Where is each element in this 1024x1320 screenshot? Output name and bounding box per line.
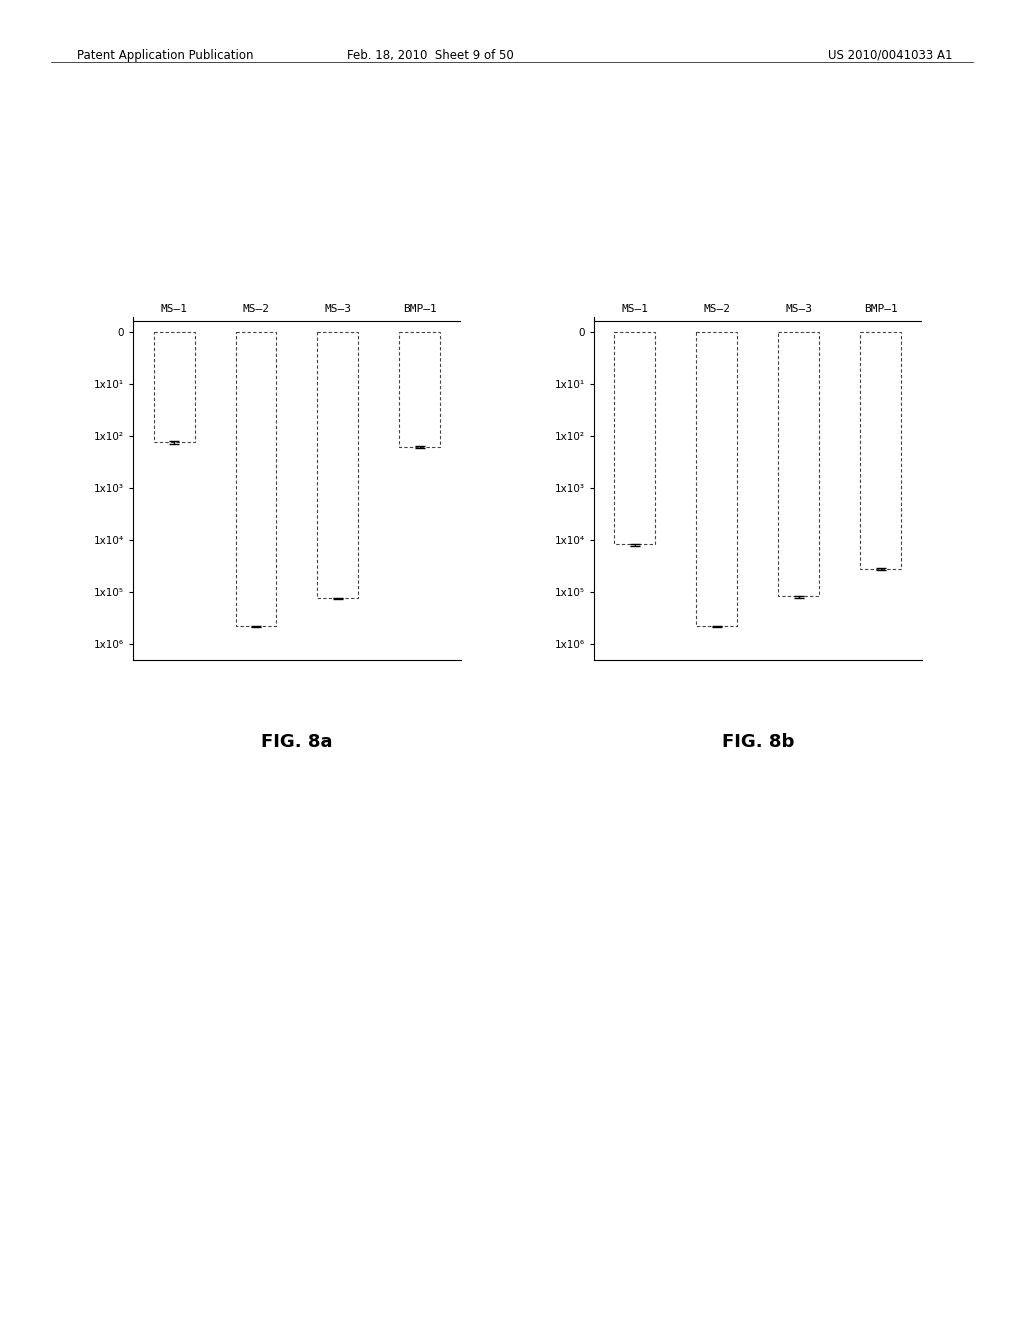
Text: Patent Application Publication: Patent Application Publication [77, 49, 253, 62]
Text: Feb. 18, 2010  Sheet 9 of 50: Feb. 18, 2010 Sheet 9 of 50 [347, 49, 513, 62]
FancyBboxPatch shape [317, 333, 358, 598]
Text: US 2010/0041033 A1: US 2010/0041033 A1 [827, 49, 952, 62]
FancyBboxPatch shape [860, 333, 901, 569]
FancyBboxPatch shape [696, 333, 737, 626]
FancyBboxPatch shape [399, 333, 440, 447]
FancyBboxPatch shape [154, 333, 195, 442]
Text: FIG. 8a: FIG. 8a [261, 733, 333, 751]
FancyBboxPatch shape [236, 333, 276, 626]
FancyBboxPatch shape [614, 333, 655, 544]
FancyBboxPatch shape [778, 333, 819, 597]
Text: FIG. 8b: FIG. 8b [722, 733, 794, 751]
